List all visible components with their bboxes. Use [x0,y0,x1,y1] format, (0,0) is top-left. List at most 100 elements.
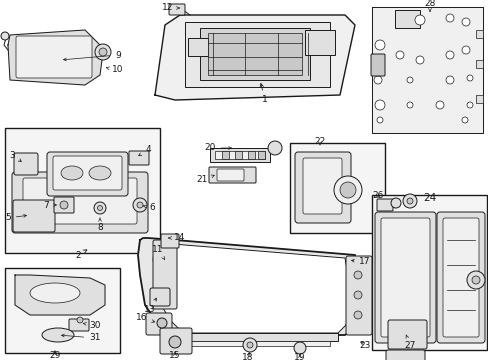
Text: 31: 31 [61,333,101,342]
FancyBboxPatch shape [150,288,170,306]
Text: 20: 20 [204,144,231,153]
Circle shape [169,336,181,348]
Text: 15: 15 [169,351,181,360]
FancyBboxPatch shape [69,319,89,331]
FancyBboxPatch shape [385,350,424,360]
Circle shape [461,18,469,26]
FancyBboxPatch shape [146,313,172,335]
Circle shape [77,317,83,323]
Bar [215,151,264,159]
Circle shape [395,51,403,59]
Circle shape [246,342,252,348]
Polygon shape [153,242,349,333]
Text: 30: 30 [83,320,101,329]
Circle shape [435,101,443,109]
Bar [394,10,419,28]
Text: 28: 28 [424,0,435,12]
Circle shape [402,194,416,208]
Ellipse shape [89,166,111,180]
Polygon shape [15,275,105,315]
FancyBboxPatch shape [303,158,341,214]
Text: 21: 21 [196,175,214,184]
Circle shape [94,202,106,214]
Text: 11: 11 [152,246,164,260]
Polygon shape [138,238,359,335]
Circle shape [415,56,423,64]
Polygon shape [8,30,102,85]
Text: 2: 2 [75,250,86,260]
FancyBboxPatch shape [346,256,371,335]
Bar [475,95,482,103]
Circle shape [333,176,361,204]
Circle shape [353,271,361,279]
Text: 17: 17 [351,257,370,266]
Text: 22: 22 [314,138,325,147]
FancyBboxPatch shape [442,218,478,337]
Text: 26: 26 [371,192,383,201]
Text: 16: 16 [136,314,154,323]
Bar [475,60,482,68]
Circle shape [414,15,424,25]
FancyBboxPatch shape [129,151,149,165]
FancyBboxPatch shape [53,156,122,190]
FancyBboxPatch shape [370,54,384,76]
Text: 8: 8 [97,218,102,233]
Circle shape [376,117,382,123]
Bar [258,151,264,159]
FancyBboxPatch shape [217,169,244,181]
Bar [371,195,486,350]
Circle shape [133,198,147,212]
Circle shape [60,201,68,209]
FancyBboxPatch shape [161,234,179,248]
Circle shape [157,318,167,328]
Circle shape [390,198,400,208]
Text: 5: 5 [5,213,26,222]
FancyBboxPatch shape [13,200,55,232]
Text: 24: 24 [423,193,436,203]
Text: 18: 18 [242,352,253,360]
Bar [5,128,160,253]
Circle shape [293,342,305,354]
FancyBboxPatch shape [376,199,392,211]
FancyBboxPatch shape [16,36,92,78]
Ellipse shape [42,328,74,342]
Circle shape [97,206,102,211]
Bar [200,28,309,80]
Bar [289,143,384,233]
Circle shape [339,182,355,198]
FancyBboxPatch shape [294,152,350,223]
Text: 14: 14 [168,234,185,243]
Text: 19: 19 [294,354,305,360]
Text: 3: 3 [9,150,21,162]
Circle shape [445,76,453,84]
Text: 13: 13 [144,298,156,315]
Bar [235,151,242,159]
Bar [209,148,269,162]
Circle shape [466,75,472,81]
FancyBboxPatch shape [169,4,184,15]
Circle shape [353,311,361,319]
Bar [247,151,254,159]
Bar [187,38,207,56]
FancyBboxPatch shape [208,167,256,183]
Circle shape [99,48,107,56]
Text: 1: 1 [260,84,267,104]
Circle shape [374,100,384,110]
Text: 4: 4 [139,145,150,156]
Circle shape [406,198,412,204]
Text: 9: 9 [63,50,121,61]
Circle shape [95,44,111,60]
Circle shape [445,14,453,22]
Circle shape [406,77,412,83]
Text: 23: 23 [359,341,370,350]
Circle shape [353,291,361,299]
Text: 10: 10 [106,66,123,75]
Bar [222,151,228,159]
Bar [184,22,329,87]
Circle shape [466,102,472,108]
FancyBboxPatch shape [47,152,128,196]
Circle shape [466,271,484,289]
Bar [305,30,334,55]
Circle shape [406,102,412,108]
Bar [207,33,302,75]
